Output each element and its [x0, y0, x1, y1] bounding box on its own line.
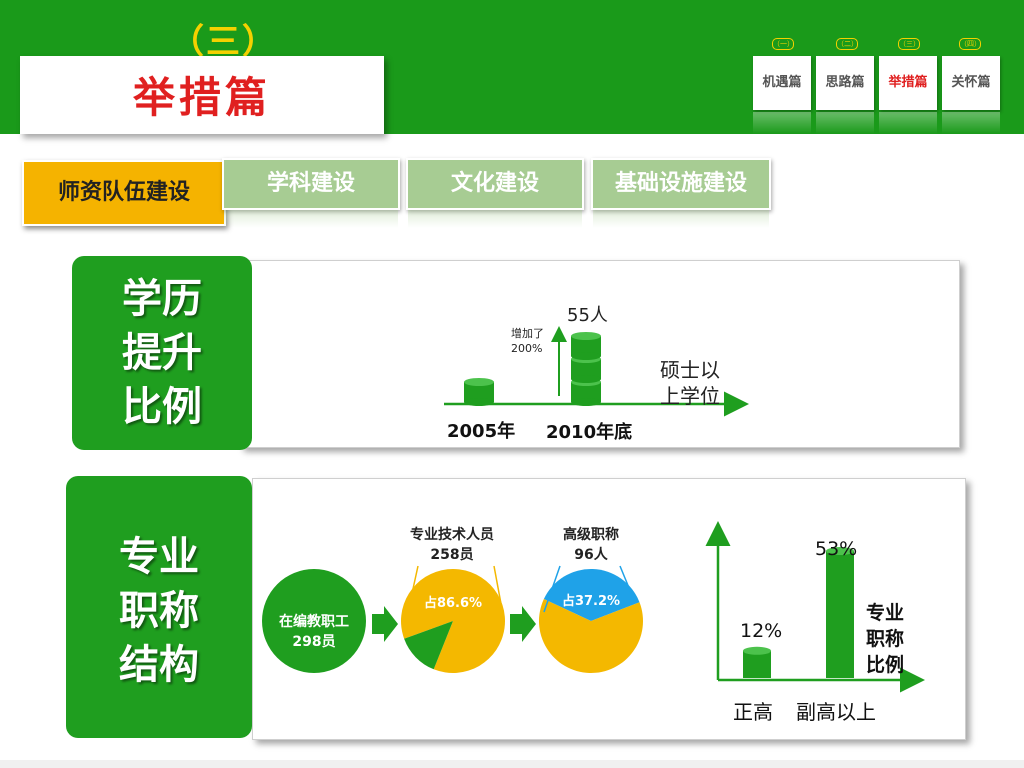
- flow-arrow-2: [510, 606, 536, 642]
- nav-number-4: （四）: [959, 38, 981, 50]
- education-label-line: 比例: [122, 384, 202, 430]
- bars-legend-line: 专业: [866, 602, 905, 624]
- education-label-line: 提升: [122, 330, 202, 376]
- nav-tab-jiyu[interactable]: 机遇篇: [753, 56, 811, 110]
- education-legend-line2: 上学位: [660, 384, 720, 408]
- nav-reflection: [753, 112, 811, 134]
- tab-culture[interactable]: 文化建设: [406, 158, 584, 210]
- pie-senior-title: [539, 569, 643, 674]
- rank-bar-1: [826, 547, 854, 678]
- pie3-title-line2: 96人: [574, 547, 608, 563]
- pie-slice: [404, 621, 453, 670]
- nav-number-2: （二）: [836, 38, 858, 50]
- rank-bars: [743, 547, 854, 678]
- staff-circle-line1: 在编教职工: [279, 614, 349, 630]
- education-value-label: 55人: [567, 305, 608, 326]
- bars-x-label-fugao: 副高以上: [796, 700, 876, 724]
- page-title: 举措篇: [132, 73, 271, 122]
- nav-tab-silu[interactable]: 思路篇: [816, 56, 874, 110]
- nav-number-1: （一）: [772, 38, 794, 50]
- nav-tab-jucuo[interactable]: 举措篇: [879, 56, 937, 110]
- footer-strip: [0, 760, 1024, 768]
- education-label: 学历 提升 比例: [72, 256, 252, 450]
- tab-reflection: [593, 210, 769, 228]
- title-structure-label-line: 职称: [119, 588, 199, 634]
- title-structure-label: 专业 职称 结构: [66, 476, 252, 738]
- bar-value-label-zhenggao: 12%: [740, 620, 783, 642]
- tab-reflection: [224, 210, 398, 228]
- staff-circle: [262, 569, 366, 673]
- title-structure-label-line: 专业: [119, 534, 199, 580]
- x-label-2005: 2005年: [447, 421, 516, 442]
- pie3-connector-right: [619, 565, 635, 601]
- nav-reflection: [879, 112, 937, 134]
- pie-professional-staff: [401, 569, 506, 673]
- bar-value-label-fugao: 53%: [815, 538, 858, 560]
- increase-label-line1: 增加了: [511, 327, 544, 340]
- bars-legend-line: 比例: [866, 654, 905, 676]
- education-bar-segment: [571, 378, 601, 406]
- pie3-connector-left: [543, 565, 561, 613]
- flow-arrow-1: [372, 606, 398, 642]
- education-bar-segment: [464, 378, 494, 406]
- pie2-connector-right: [493, 565, 505, 621]
- pie3-title-line1: 高级职称: [563, 527, 619, 543]
- education-label-line: 学历: [122, 276, 202, 322]
- pie-slice: [539, 599, 643, 674]
- education-legend-line1: 硕士以: [660, 358, 720, 382]
- education-bars: [464, 332, 601, 406]
- nav-reflection: [942, 112, 1000, 134]
- nav-reflection: [816, 112, 874, 134]
- pie-slice: [543, 569, 640, 621]
- nav-tab-guanhuai[interactable]: 关怀篇: [942, 56, 1000, 110]
- tab-infrastructure[interactable]: 基础设施建设: [591, 158, 771, 210]
- nav-number-3: （三）: [898, 38, 920, 50]
- bars-legend-line: 职称: [866, 628, 905, 650]
- x-label-2010: 2010年底: [546, 422, 633, 443]
- bars-x-label-zhenggao: 正高: [733, 700, 773, 724]
- pie2-title-line1: 专业技术人员: [410, 527, 494, 543]
- tab-reflection: [408, 210, 582, 228]
- title-structure-label-line: 结构: [119, 642, 199, 688]
- title-card: 举措篇: [20, 56, 384, 134]
- increase-label-line2: 200%: [511, 342, 543, 355]
- pie3-slice-label: 占37.2%: [561, 594, 621, 609]
- pie2-title-line2: 258员: [430, 547, 474, 563]
- staff-circle-line2: 298员: [292, 634, 336, 650]
- pie2-connector-left: [403, 565, 419, 631]
- rank-bar-0: [743, 646, 771, 678]
- section-number: （三）: [170, 22, 278, 62]
- tab-discipline[interactable]: 学科建设: [222, 158, 400, 210]
- tab-teacher-team[interactable]: 师资队伍建设: [22, 160, 226, 226]
- education-bar-segment: [571, 332, 601, 360]
- pie2-slice-label: 占86.6%: [423, 596, 483, 611]
